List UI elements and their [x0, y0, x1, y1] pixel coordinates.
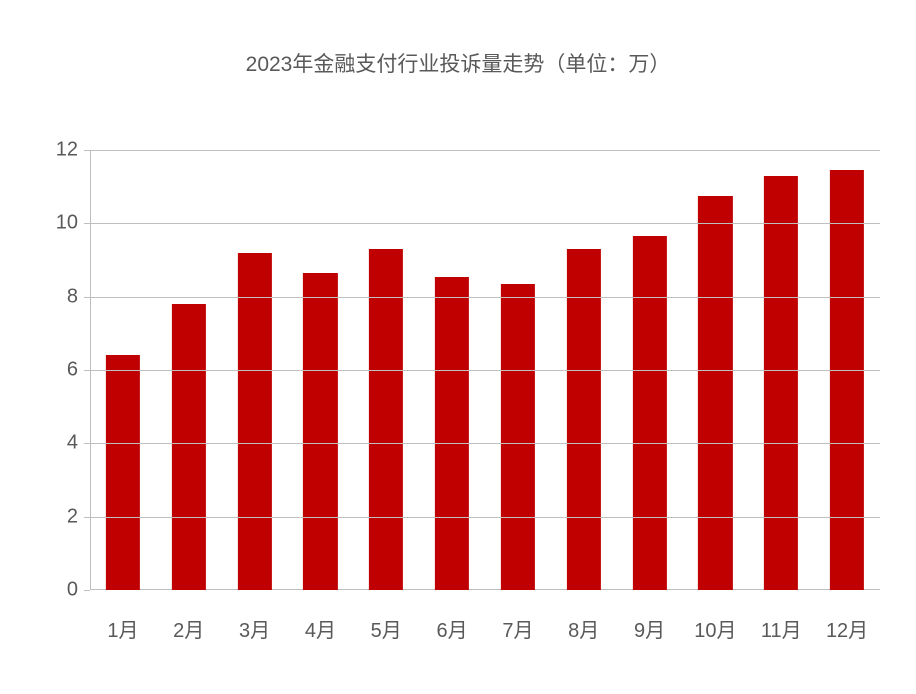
- bar: [567, 249, 601, 590]
- y-tick-label: 8: [67, 285, 78, 308]
- bar: [698, 196, 732, 590]
- y-tick-mark: [84, 223, 90, 224]
- grid-line: [90, 443, 880, 444]
- y-tick-label: 4: [67, 432, 78, 455]
- bar: [632, 236, 666, 590]
- bar: [501, 284, 535, 590]
- y-tick-label: 6: [67, 359, 78, 382]
- y-tick-mark: [84, 370, 90, 371]
- y-tick-label: 2: [67, 505, 78, 528]
- grid-line: [90, 150, 880, 151]
- x-tick-label: 3月: [239, 614, 270, 643]
- bar: [435, 277, 469, 591]
- grid-line: [90, 297, 880, 298]
- bar: [369, 249, 403, 590]
- bar: [764, 176, 798, 590]
- grid-line: [90, 517, 880, 518]
- y-tick-label: 12: [56, 139, 78, 162]
- x-tick-label: 10月: [694, 614, 736, 643]
- chart-title: 2023年金融支付行业投诉量走势（单位：万）: [0, 48, 916, 78]
- y-tick-label: 10: [56, 212, 78, 235]
- x-tick-label: 1月: [107, 614, 138, 643]
- x-tick-label: 11月: [761, 614, 802, 643]
- y-tick-mark: [84, 517, 90, 518]
- grid-line: [90, 223, 880, 224]
- bar: [303, 273, 337, 590]
- bar: [237, 253, 271, 590]
- bar: [106, 355, 140, 590]
- x-tick-label: 2月: [173, 614, 204, 643]
- y-tick-mark: [84, 150, 90, 151]
- y-tick-mark: [84, 590, 90, 591]
- x-tick-label: 8月: [568, 614, 599, 643]
- grid-line: [90, 370, 880, 371]
- chart-container: 2023年金融支付行业投诉量走势（单位：万） 1月2月3月4月5月6月7月8月9…: [0, 0, 916, 694]
- bar: [172, 304, 206, 590]
- x-tick-label: 6月: [437, 614, 468, 643]
- x-tick-label: 5月: [371, 614, 402, 643]
- y-tick-label: 0: [67, 579, 78, 602]
- x-tick-label: 7月: [502, 614, 533, 643]
- x-tick-label: 12月: [826, 614, 868, 643]
- x-tick-label: 4月: [305, 614, 336, 643]
- y-tick-mark: [84, 443, 90, 444]
- y-tick-mark: [84, 297, 90, 298]
- plot-area: 1月2月3月4月5月6月7月8月9月10月11月12月 024681012: [90, 150, 880, 590]
- bar: [830, 170, 864, 590]
- x-tick-label: 9月: [634, 614, 665, 643]
